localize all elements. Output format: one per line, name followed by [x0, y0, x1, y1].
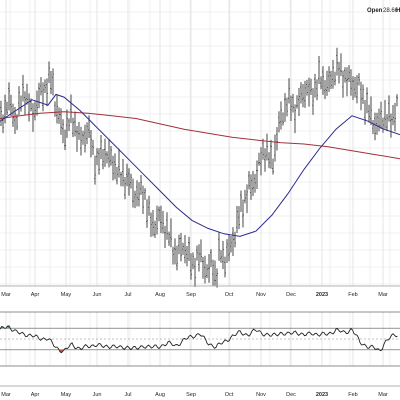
price-x-tick-label: Feb: [348, 292, 357, 298]
price-x-tick-label: May: [61, 292, 72, 298]
price-x-tick-label: Nov: [256, 292, 266, 298]
oscillator-x-tick-label: Nov: [256, 392, 266, 398]
long-moving-average-line: [0, 111, 400, 160]
open-value: 28.66: [383, 8, 399, 14]
price-x-tick-label: Apr: [31, 292, 40, 298]
oscillator-x-tick-label: Jul: [124, 392, 131, 398]
oscillator-x-axis: Mar Apr May Jun Jul Aug Sep Oct Nov Dec 2023 Feb Mar: [0, 385, 400, 398]
oscillator-x-tick-label: Sep: [186, 392, 196, 398]
oscillator-panel: [0, 311, 400, 367]
oscillator-x-tick-label: Feb: [348, 392, 357, 398]
price-x-tick-label: 2023: [316, 292, 328, 298]
oscillator-x-tick-label: Apr: [31, 392, 40, 398]
open-suffix: H: [396, 8, 400, 14]
oscillator-line: [0, 325, 398, 354]
open-label: Open: [367, 8, 383, 14]
price-x-tick-label: Oct: [225, 292, 234, 298]
oscillator-x-tick-label: May: [61, 392, 72, 398]
oscillator-x-tick-label: Mar: [1, 392, 11, 398]
price-x-tick-label: Dec: [286, 292, 296, 298]
oscillator-x-tick-label: Aug: [155, 392, 165, 398]
price-ohlc-bars: [0, 47, 398, 288]
price-x-tick-label: Mar: [1, 292, 11, 298]
oscillator-x-tick-label: Oct: [225, 392, 234, 398]
short-moving-average-line: [0, 93, 400, 237]
price-x-tick-label: Jul: [124, 292, 131, 298]
oscillator-x-tick-label: Jun: [93, 392, 102, 398]
oscillator-x-tick-label: Mar: [378, 392, 388, 398]
price-x-tick-label: Aug: [155, 292, 165, 298]
price-panel: [0, 0, 400, 288]
oscillator-x-tick-label: 2023: [316, 392, 328, 398]
price-x-tick-label: Mar: [378, 292, 388, 298]
oscillator-x-tick-label: Dec: [286, 392, 296, 398]
chart-header: Open 28.66 H: [367, 8, 400, 14]
oscillator-overbought-fill: [7, 325, 9, 329]
price-x-axis: Mar Apr May Jun Jul Aug Sep Oct Nov Dec 2023 Feb Mar: [0, 285, 400, 298]
price-x-tick-label: Jun: [93, 292, 102, 298]
price-panel-bg: [0, 0, 400, 286]
price-gridlines: [0, 0, 400, 286]
price-x-tick-label: Sep: [186, 292, 196, 298]
